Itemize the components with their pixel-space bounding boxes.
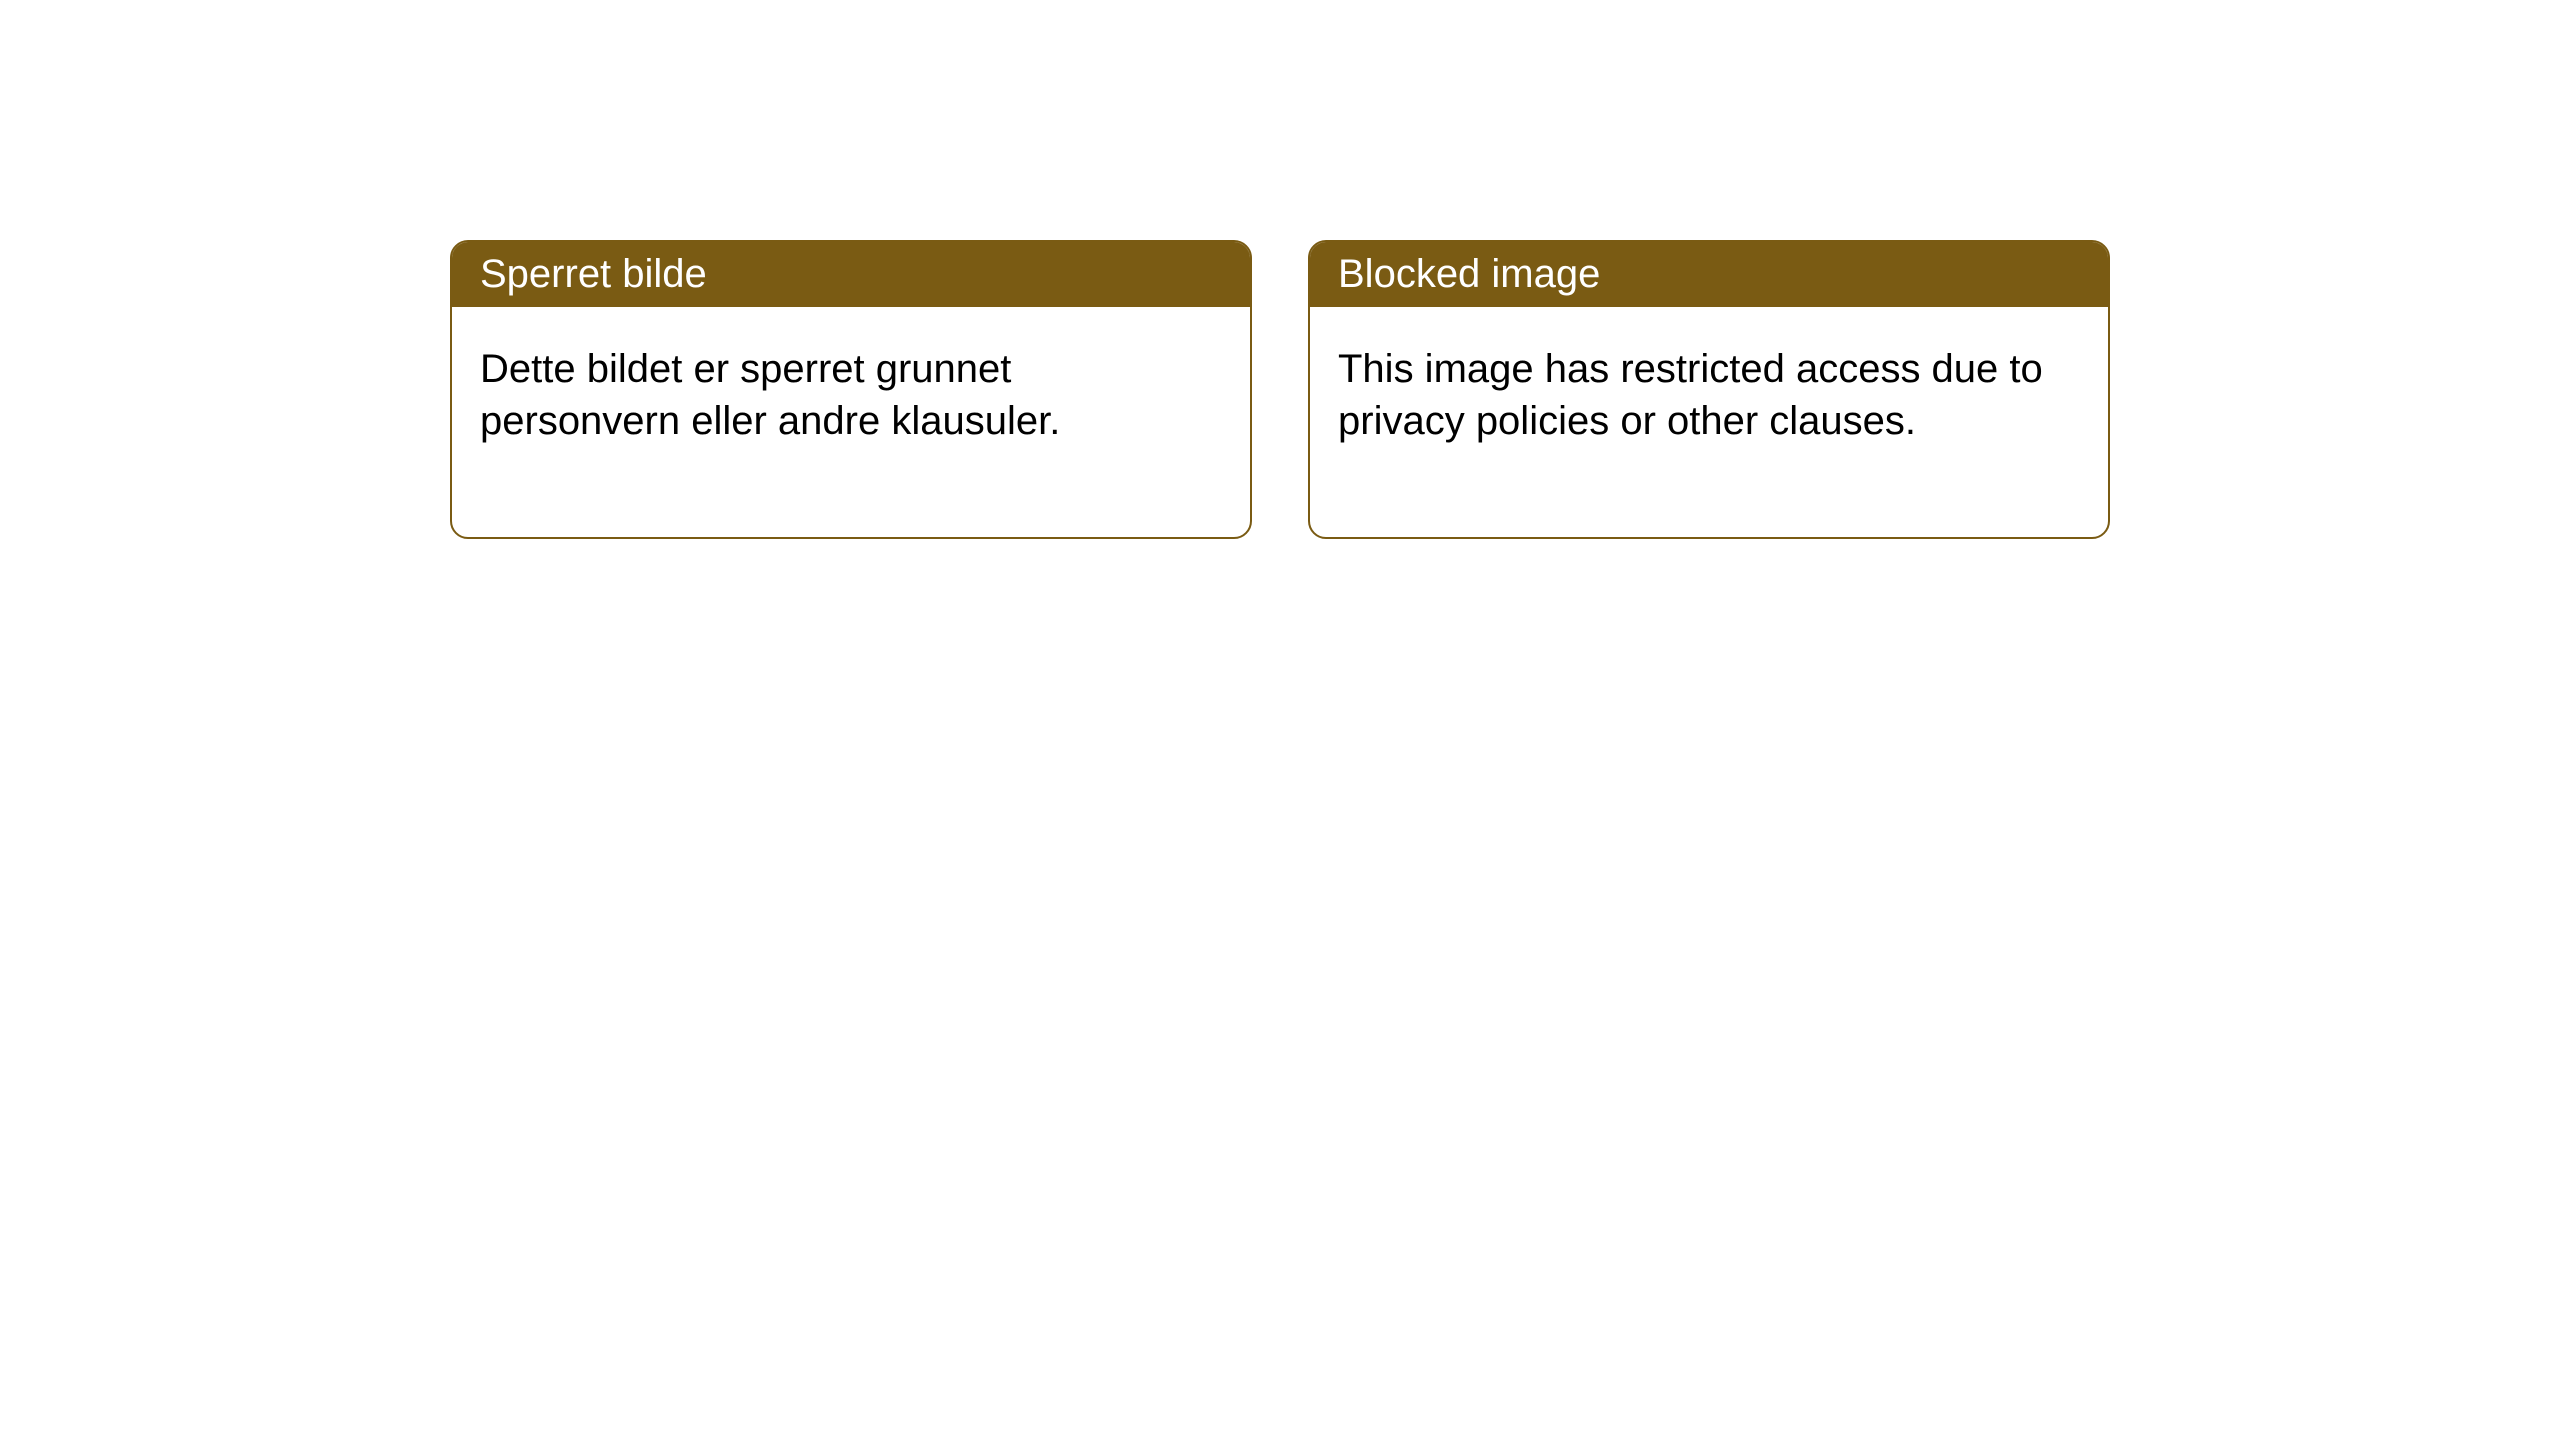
notice-card-norwegian: Sperret bilde Dette bildet er sperret gr…	[450, 240, 1252, 539]
notice-card-title: Blocked image	[1310, 242, 2108, 307]
notice-card-title: Sperret bilde	[452, 242, 1250, 307]
notice-card-body: This image has restricted access due to …	[1310, 307, 2108, 537]
notice-container: Sperret bilde Dette bildet er sperret gr…	[0, 0, 2560, 539]
notice-card-english: Blocked image This image has restricted …	[1308, 240, 2110, 539]
notice-card-body: Dette bildet er sperret grunnet personve…	[452, 307, 1250, 537]
